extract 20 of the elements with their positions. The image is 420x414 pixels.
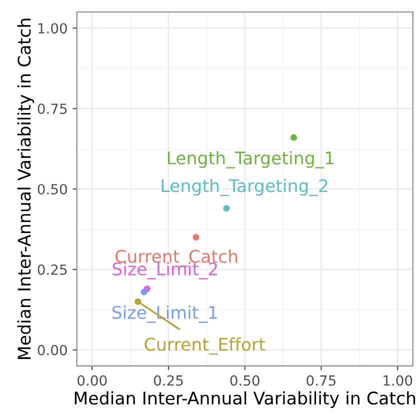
x-tick-label: 1.00 <box>384 375 412 386</box>
x-tick-label: 0.25 <box>154 375 183 386</box>
point <box>192 234 200 241</box>
series-label: Length_Targeting_2 <box>162 178 328 196</box>
y-tick-label: 0.75 <box>38 104 67 114</box>
y-tick-label: 1.00 <box>38 23 67 34</box>
point <box>140 288 148 296</box>
point <box>223 205 230 212</box>
series-label: Current_Effort <box>144 337 266 355</box>
point <box>134 298 142 305</box>
point <box>290 134 298 141</box>
y-tick-label: 0.00 <box>38 344 67 356</box>
y-tick-label: 0.50 <box>38 184 67 194</box>
y-axis-title: Median Inter-Annual Variability in Catch <box>17 18 34 359</box>
text: Length_Targeting_1 <box>168 151 334 168</box>
y-tick-label: 0.25 <box>38 264 67 275</box>
x-tick-label: 0.00 <box>78 375 107 386</box>
x-axis-title: Median Inter-Annual Variability in Catch <box>74 391 416 408</box>
x-tick-label: 0.50 <box>230 375 260 386</box>
x-tick-label: 0.75 <box>306 375 336 386</box>
